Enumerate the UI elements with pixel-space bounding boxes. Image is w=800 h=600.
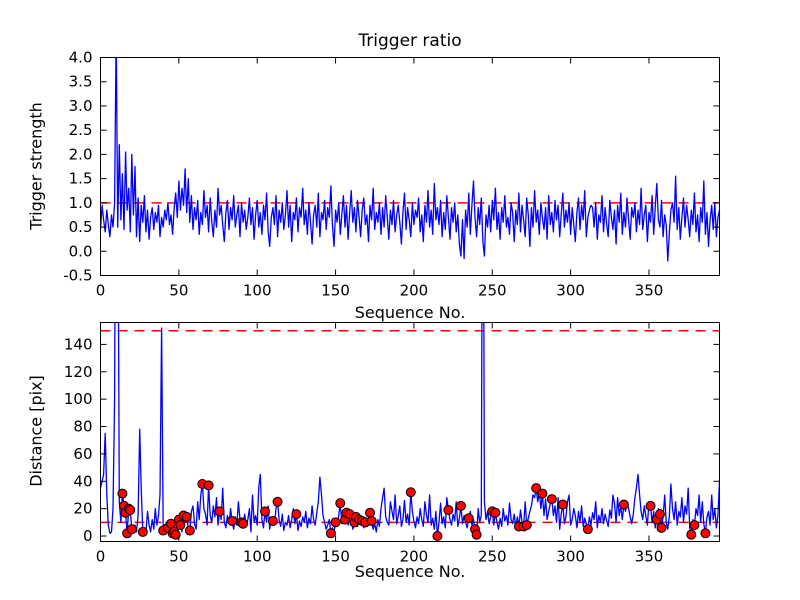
- chart-title: Trigger ratio: [358, 31, 462, 51]
- scatter-point: [365, 507, 376, 518]
- scatter-point: [238, 518, 249, 529]
- y-tick-label: 1.5: [69, 170, 93, 188]
- scatter-point: [463, 513, 474, 524]
- bottom-x-axis-label: Sequence No.: [354, 562, 466, 581]
- y-tick-label: 1.0: [69, 194, 93, 212]
- data-line: [100, 322, 720, 537]
- scatter-point: [557, 499, 568, 510]
- y-tick-label: 20: [73, 500, 92, 518]
- scatter-point: [335, 498, 346, 509]
- y-tick-label: 3.5: [69, 73, 93, 91]
- scatter-point: [546, 494, 557, 505]
- y-tick-label: 60: [73, 445, 92, 463]
- scatter-point: [618, 499, 629, 510]
- y-tick-label: 80: [73, 418, 92, 436]
- scatter-point: [490, 507, 501, 518]
- x-tick-label: 200: [400, 282, 429, 300]
- x-tick-label: 350: [635, 548, 664, 566]
- scatter-point: [125, 505, 136, 516]
- scatter-point: [521, 520, 532, 531]
- scatter-point: [471, 529, 482, 540]
- scatter-point: [184, 525, 195, 536]
- scatter-point: [267, 515, 278, 526]
- scatter-point: [405, 487, 416, 498]
- scatter-point: [656, 522, 667, 533]
- scatter-point: [582, 524, 593, 535]
- y-tick-label: 0.5: [69, 218, 93, 236]
- y-tick-label: 40: [73, 472, 92, 490]
- scatter-point: [531, 483, 542, 494]
- scatter-point: [170, 529, 181, 540]
- x-tick-label: 100: [243, 282, 272, 300]
- y-tick-label: 0.0: [69, 242, 93, 260]
- scatter-point: [291, 509, 302, 520]
- scatter-point: [325, 528, 336, 539]
- top-x-axis-label: Sequence No.: [354, 303, 466, 322]
- scatter-point: [443, 505, 454, 516]
- scatter-point: [260, 506, 271, 517]
- x-tick-label: 350: [635, 282, 664, 300]
- y-tick-label: 0: [83, 527, 93, 545]
- scatter-point: [126, 524, 137, 535]
- x-tick-label: 300: [556, 282, 585, 300]
- x-tick-label: 50: [169, 282, 188, 300]
- scatter-point: [366, 515, 377, 526]
- scatter-point: [455, 500, 466, 511]
- scatter-point: [214, 506, 225, 517]
- x-tick-label: 150: [321, 282, 350, 300]
- scatter-point: [181, 511, 192, 522]
- bottom-y-axis-label: Distance [pix]: [26, 375, 46, 487]
- scatter-point: [137, 526, 148, 537]
- y-tick-label: 120: [64, 363, 93, 381]
- scatter-point: [272, 496, 283, 507]
- x-tick-label: 100: [243, 548, 272, 566]
- scatter-point: [689, 520, 700, 531]
- top-y-axis-label: Trigger strength: [26, 102, 46, 230]
- data-line: [100, 57, 720, 262]
- y-tick-label: 2.5: [69, 121, 93, 139]
- axes-frame: [100, 322, 720, 542]
- scatter-point: [175, 520, 186, 531]
- scatter-point: [117, 488, 128, 499]
- scatter-point: [645, 500, 656, 511]
- scatter-point: [654, 509, 665, 520]
- scatter-point: [432, 531, 443, 542]
- scatter-point: [330, 517, 341, 528]
- x-tick-label: 0: [96, 282, 106, 300]
- scatter-point: [227, 515, 238, 526]
- x-tick-label: 50: [169, 548, 188, 566]
- x-tick-label: 250: [478, 282, 507, 300]
- x-tick-label: 150: [321, 548, 350, 566]
- x-tick-label: 250: [478, 548, 507, 566]
- scatter-point: [203, 480, 214, 491]
- axes-frame: [100, 57, 720, 276]
- y-tick-label: -0.5: [63, 267, 92, 285]
- y-tick-label: 2.0: [69, 145, 93, 163]
- y-tick-label: 140: [64, 335, 93, 353]
- y-tick-label: 3.0: [69, 97, 93, 115]
- scatter-point: [686, 529, 697, 540]
- x-tick-label: 0: [96, 548, 106, 566]
- x-tick-label: 300: [556, 548, 585, 566]
- scatter-point: [537, 488, 548, 499]
- x-tick-label: 200: [400, 548, 429, 566]
- scatter-point: [700, 528, 711, 539]
- y-tick-label: 100: [64, 390, 93, 408]
- y-tick-label: 4.0: [69, 49, 93, 67]
